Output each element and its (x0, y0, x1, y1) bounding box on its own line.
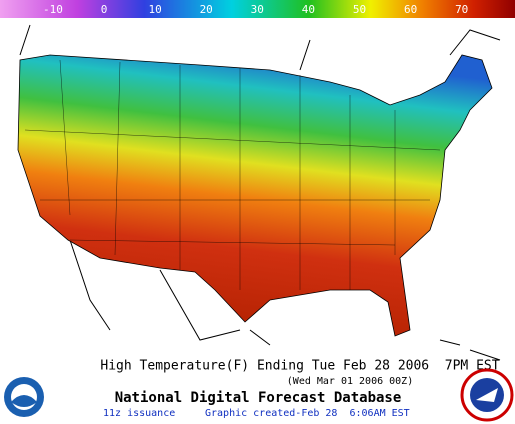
colorbar-tick-label: 0 (101, 3, 108, 16)
nws-logo (460, 368, 514, 422)
product-name: National Digital Forecast Database (115, 390, 402, 406)
colorbar-tick-label: 10 (148, 3, 161, 16)
state-lines (24, 59, 441, 290)
issuance: 11z issuance (103, 408, 175, 419)
color-bar (0, 0, 515, 18)
colorbar-tick-label: -10 (43, 3, 63, 16)
noaa-logo (4, 377, 44, 417)
created: Graphic created-Feb 28 6:06AM EST (205, 408, 410, 419)
colorbar-tick-label: 40 (302, 3, 315, 16)
colorbar-tick-label: 70 (455, 3, 468, 16)
us-land (17, 54, 493, 337)
neighbor-outlines (19, 24, 501, 361)
colorbar-tick-label: 20 (200, 3, 213, 16)
colorbar-tick-label: 60 (404, 3, 417, 16)
colorbar-tick-label: 30 (251, 3, 264, 16)
colorbar-tick-label: 50 (353, 3, 366, 16)
map-title: High Temperature(F) Ending Tue Feb 28 20… (100, 359, 499, 374)
map-subtitle: (Wed Mar 01 2006 00Z) (287, 376, 413, 387)
